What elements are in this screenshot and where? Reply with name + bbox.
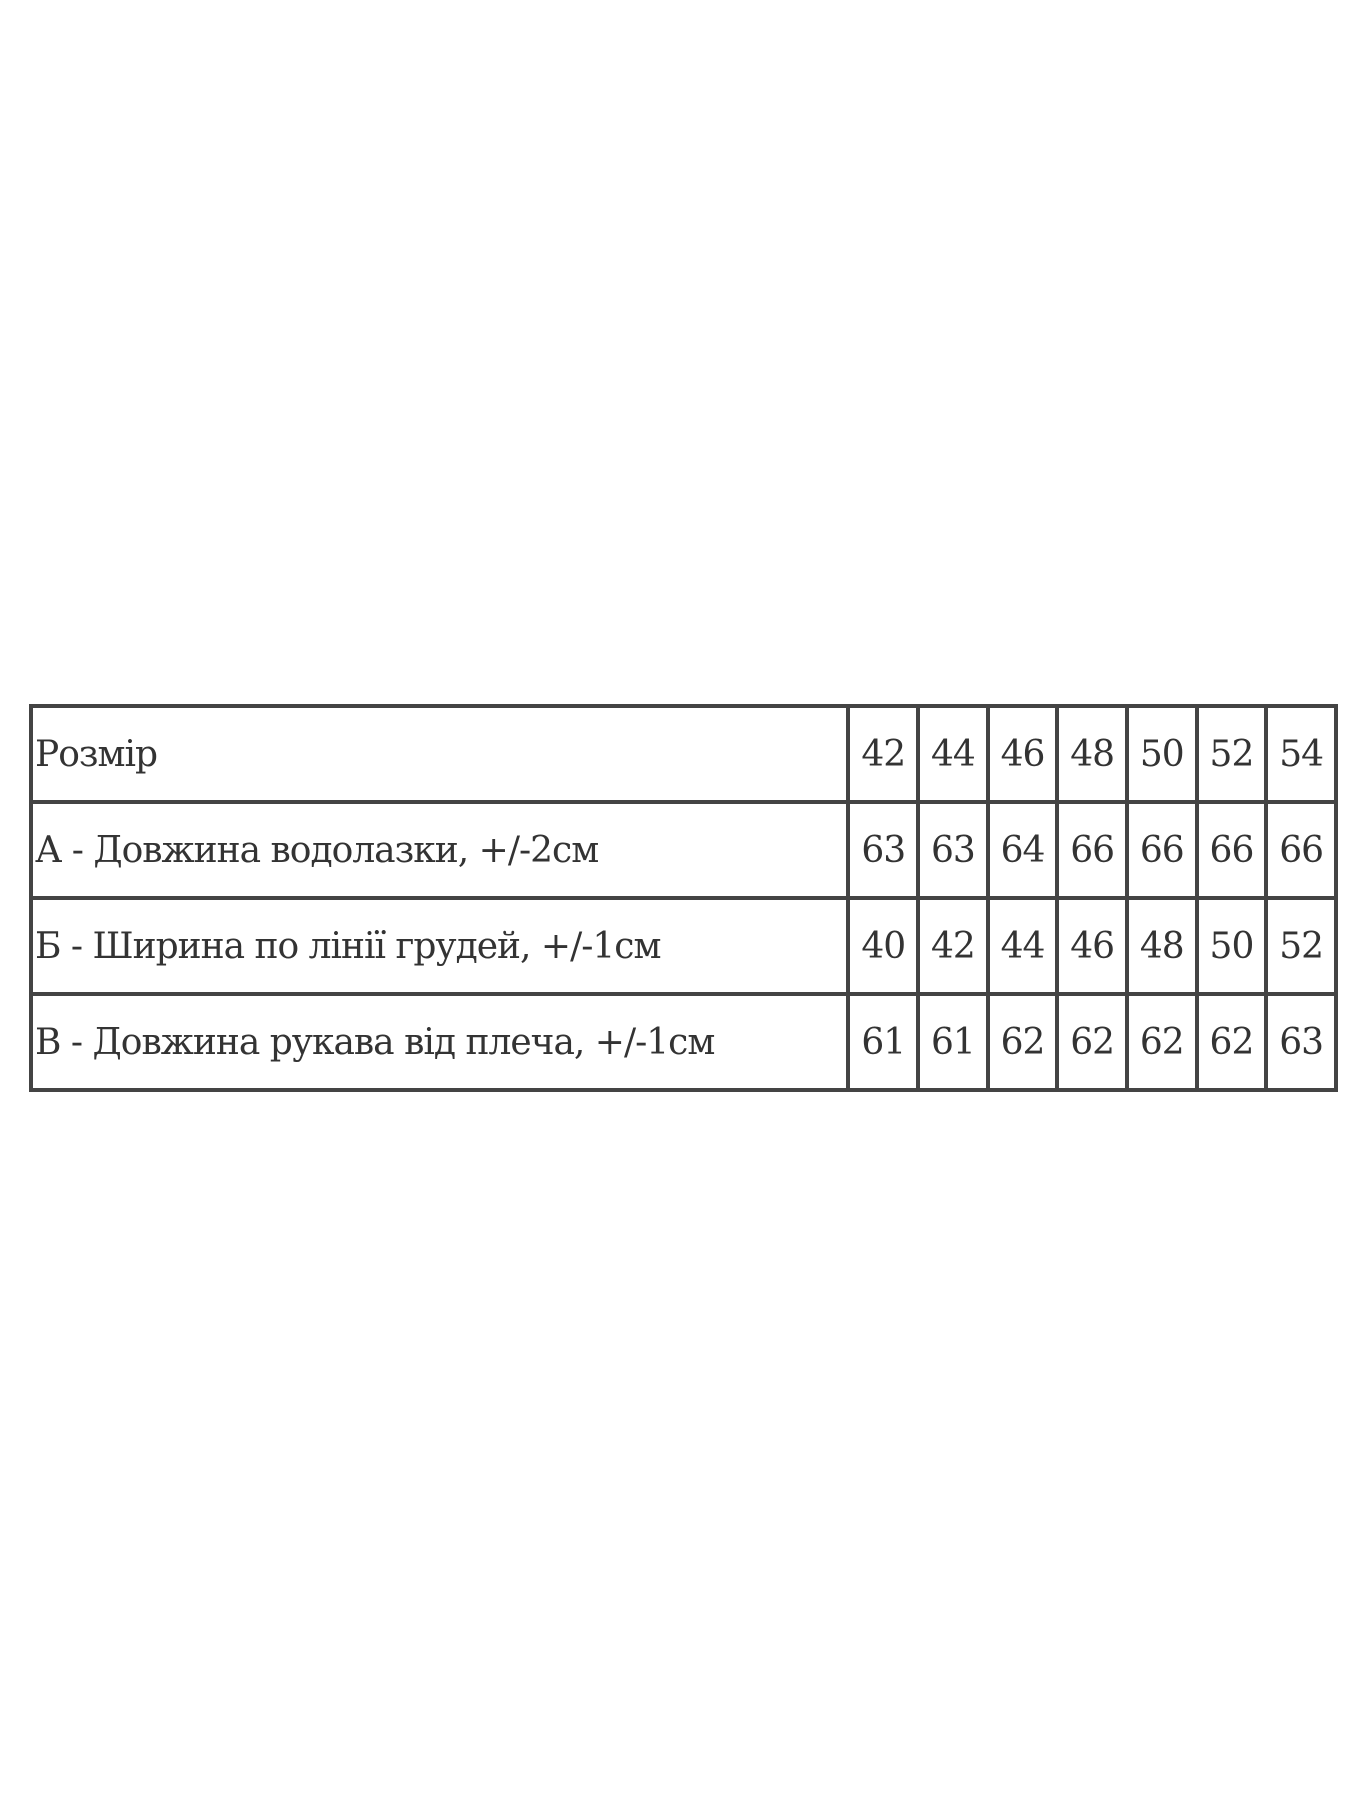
size-value-cell: 44: [916, 704, 990, 804]
size-value-cell: 40: [846, 896, 921, 996]
size-value-cell: 44: [985, 896, 1060, 996]
row-label: Розмір: [28, 704, 851, 804]
size-value-cell: 66: [1125, 800, 1199, 900]
size-value-cell: 63: [1264, 992, 1338, 1092]
size-value-cell: 63: [846, 800, 921, 900]
header-row: Розмір 42 44 46 48 50 52 54: [28, 704, 1338, 804]
size-value-cell: 50: [1125, 704, 1199, 804]
size-value-cell: 64: [985, 800, 1060, 900]
table-row: Б - Ширина по лінії грудей, +/-1см 40 42 44…: [28, 896, 1338, 996]
row-label: Б - Ширина по лінії грудей, +/-1см: [28, 896, 851, 996]
size-value-cell: 54: [1264, 704, 1338, 804]
table-row: В - Довжина рукава від плеча, +/-1см 61 61…: [28, 992, 1338, 1092]
size-value-cell: 66: [1264, 800, 1338, 900]
size-value-cell: 50: [1194, 896, 1269, 996]
size-chart-table: Розмір 42 44 46 48 50 52 54 А - Довжина водолазк…: [28, 704, 1338, 1092]
row-label: В - Довжина рукава від плеча, +/-1см: [28, 992, 851, 1092]
table-row: А - Довжина водолазки, +/-2см 63 63 64 66 66 6…: [28, 800, 1338, 900]
row-label: А - Довжина водолазки, +/-2см: [28, 800, 851, 900]
size-value-cell: 42: [846, 704, 921, 804]
size-value-cell: 61: [916, 992, 990, 1092]
size-value-cell: 62: [1055, 992, 1129, 1092]
size-value-cell: 48: [1055, 704, 1129, 804]
size-value-cell: 46: [985, 704, 1060, 804]
size-value-cell: 66: [1055, 800, 1129, 900]
size-value-cell: 52: [1264, 896, 1338, 996]
size-value-cell: 46: [1055, 896, 1129, 996]
size-value-cell: 42: [916, 896, 990, 996]
size-value-cell: 62: [1194, 992, 1269, 1092]
size-value-cell: 63: [916, 800, 990, 900]
size-value-cell: 52: [1194, 704, 1269, 804]
size-value-cell: 61: [846, 992, 921, 1092]
size-value-cell: 62: [1125, 992, 1199, 1092]
size-value-cell: 48: [1125, 896, 1199, 996]
size-value-cell: 62: [985, 992, 1060, 1092]
size-value-cell: 66: [1194, 800, 1269, 900]
